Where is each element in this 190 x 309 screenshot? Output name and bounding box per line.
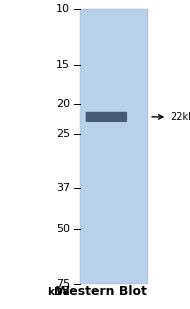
- Text: 22kDa: 22kDa: [170, 112, 190, 122]
- Text: 15: 15: [56, 60, 70, 70]
- Bar: [80, 9, 148, 284]
- Text: 20: 20: [56, 99, 70, 109]
- Text: kDa: kDa: [48, 287, 70, 297]
- Text: Western Blot: Western Blot: [56, 285, 147, 298]
- Text: 25: 25: [56, 129, 70, 139]
- Text: 75: 75: [56, 279, 70, 289]
- Text: 37: 37: [56, 183, 70, 193]
- Text: 50: 50: [56, 224, 70, 234]
- Text: 10: 10: [56, 4, 70, 14]
- FancyBboxPatch shape: [86, 112, 127, 122]
